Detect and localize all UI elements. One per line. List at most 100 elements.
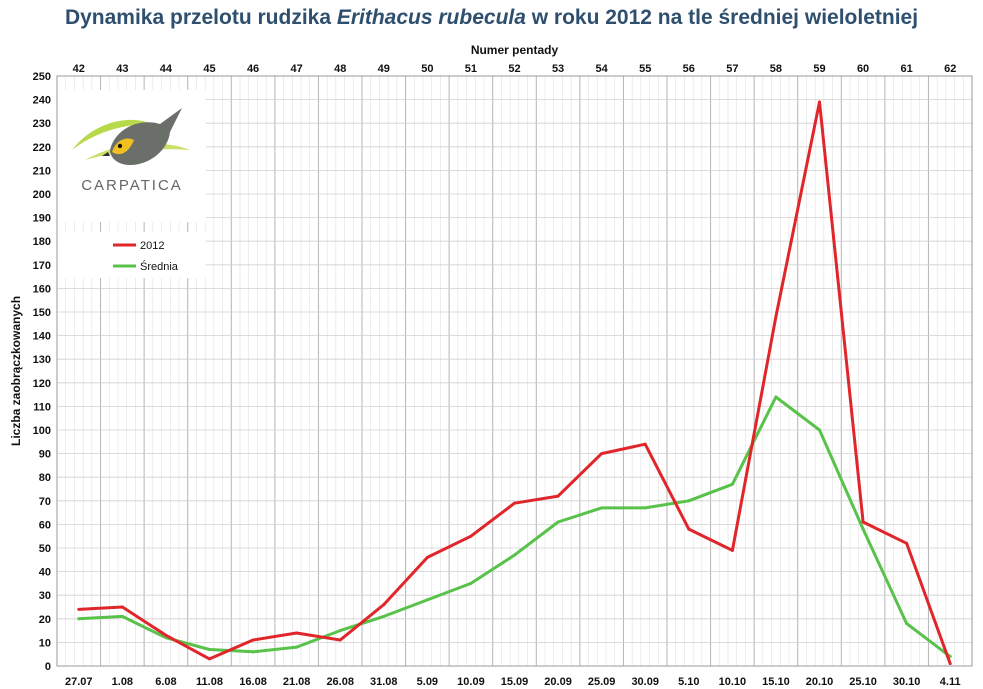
top-axis-label: Numer pentady: [471, 43, 559, 57]
top-tick-label: 62: [944, 63, 956, 75]
bottom-tick-label: 30.09: [631, 676, 659, 688]
y-tick-label: 200: [33, 189, 51, 201]
carpatica-logo: CARPATICA: [58, 90, 206, 222]
y-tick-label: 30: [39, 590, 51, 602]
y-tick-label: 100: [33, 425, 51, 437]
data-point-2012: [774, 315, 778, 319]
bottom-tick-label: 1.08: [112, 676, 133, 688]
data-point-mean: [425, 598, 429, 602]
bottom-tick-label: 4.11: [940, 676, 961, 688]
data-point-mean: [818, 428, 821, 432]
y-tick-label: 0: [45, 661, 51, 673]
bottom-tick-label: 27.07: [65, 676, 93, 688]
top-tick-label: 56: [683, 63, 695, 75]
data-point-2012: [861, 520, 865, 524]
y-tick-label: 230: [33, 118, 51, 130]
top-tick-label: 47: [291, 63, 303, 75]
y-tick-label: 70: [39, 496, 51, 508]
bottom-tick-label: 25.09: [588, 676, 616, 688]
top-tick-label: 58: [770, 63, 782, 75]
y-tick-label: 50: [39, 543, 51, 555]
top-tick-label: 42: [73, 63, 85, 75]
bottom-tick-label: 21.08: [283, 676, 311, 688]
y-tick-label: 140: [33, 331, 51, 343]
top-tick-label: 43: [116, 63, 128, 75]
logo-text: CARPATICA: [81, 177, 183, 194]
data-point-mean: [251, 650, 255, 654]
top-tick-label: 49: [378, 63, 390, 75]
bottom-tick-label: 25.10: [849, 676, 877, 688]
top-tick-label: 52: [508, 63, 520, 75]
bottom-tick-label: 20.10: [806, 676, 834, 688]
top-tick-label: 59: [813, 63, 825, 75]
legend: 2012 Średnia: [58, 232, 206, 278]
bottom-axis-ticks: 27.07 1.08 6.08 11.08 16.08 21.08 26.08 31.08 5.…: [65, 676, 961, 688]
data-point-2012: [208, 657, 211, 661]
data-point-2012: [120, 605, 124, 609]
data-point-mean: [382, 614, 386, 618]
data-point-mean: [730, 482, 734, 486]
bottom-tick-label: 11.08: [196, 676, 223, 688]
bottom-tick-label: 10.09: [457, 676, 485, 688]
y-tick-label: 160: [33, 283, 51, 295]
y-tick-label: 180: [33, 236, 51, 248]
y-tick-label: 40: [39, 567, 51, 579]
data-point-mean: [905, 622, 909, 626]
top-axis-ticks: 42 43 44 45 46 47 48 49 50 51 52 53 54 55 56 57 58 59 60 61…: [73, 63, 957, 75]
data-point-mean: [513, 553, 516, 557]
bottom-tick-label: 20.09: [544, 676, 572, 688]
data-point-2012: [164, 633, 168, 637]
y-axis-ticks: 0 10 20 30 40 50 60 70 80 90 100 110 120 130 140 150 160…: [33, 71, 51, 673]
series: [77, 100, 952, 666]
data-point-2012: [77, 607, 81, 611]
top-tick-label: 55: [639, 63, 651, 75]
bottom-tick-label: 16.08: [239, 676, 267, 688]
y-tick-label: 130: [33, 354, 51, 366]
top-tick-label: 51: [465, 63, 477, 75]
data-point-2012: [338, 638, 342, 642]
y-tick-label: 90: [39, 449, 51, 461]
data-point-mean: [295, 645, 299, 649]
data-point-2012: [556, 494, 560, 498]
bottom-tick-label: 5.10: [678, 676, 699, 688]
top-tick-label: 46: [247, 63, 259, 75]
data-point-mean: [600, 506, 604, 510]
top-tick-label: 44: [160, 63, 173, 75]
data-point-mean: [556, 520, 560, 524]
bottom-tick-label: 31.08: [370, 676, 398, 688]
data-point-2012: [818, 100, 821, 104]
top-tick-label: 48: [334, 63, 346, 75]
legend-label-mean: Średnia: [140, 260, 179, 273]
top-tick-label: 54: [596, 63, 609, 75]
data-point-2012: [730, 548, 734, 552]
data-point-2012: [600, 452, 604, 456]
y-tick-label: 60: [39, 519, 51, 531]
data-point-2012: [643, 442, 647, 446]
data-point-mean: [687, 499, 691, 503]
data-point-mean: [861, 527, 865, 531]
data-point-2012: [251, 638, 255, 642]
data-point-mean: [120, 614, 124, 618]
y-tick-label: 190: [33, 213, 51, 225]
series-line-mean: [78, 395, 952, 658]
y-tick-label: 170: [33, 260, 51, 272]
data-point-2012: [425, 555, 429, 559]
y-tick-label: 220: [33, 142, 51, 154]
y-tick-label: 110: [33, 401, 51, 413]
bottom-tick-label: 30.10: [893, 676, 921, 688]
chart-title: Dynamika przelotu rudzika Erithacus rube…: [64, 6, 919, 29]
data-point-mean: [469, 581, 473, 585]
top-tick-label: 60: [857, 63, 869, 75]
y-tick-label: 10: [39, 637, 51, 649]
bottom-tick-label: 26.08: [326, 676, 354, 688]
bottom-tick-label: 15.09: [501, 676, 529, 688]
top-tick-label: 57: [726, 63, 738, 75]
y-tick-label: 150: [33, 307, 51, 319]
data-point-2012: [948, 662, 952, 666]
data-point-2012: [382, 603, 386, 607]
top-tick-label: 50: [421, 63, 433, 75]
bottom-tick-label: 6.08: [155, 676, 176, 688]
y-tick-label: 80: [39, 472, 51, 484]
data-point-2012: [513, 501, 516, 505]
